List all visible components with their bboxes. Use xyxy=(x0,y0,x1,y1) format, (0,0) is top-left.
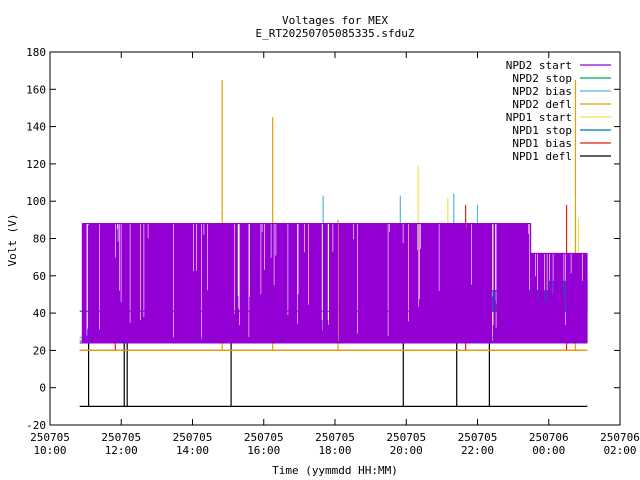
chart-title: Voltages for MEX xyxy=(282,14,388,27)
legend-label-npd1-defl: NPD1 defl xyxy=(512,150,572,163)
x-axis-label: Time (yymmdd HH:MM) xyxy=(272,464,398,477)
y-tick-label: 80 xyxy=(33,233,46,246)
legend-label-npd1-stop: NPD1 stop xyxy=(512,124,572,137)
plot-area xyxy=(79,79,588,407)
x-tick-label-date: 250705 xyxy=(458,431,498,444)
legend-label-npd2-bias: NPD2 bias xyxy=(512,85,572,98)
x-tick-label-date: 250705 xyxy=(101,431,141,444)
x-tick-label-date: 250705 xyxy=(173,431,213,444)
y-tick-label: 180 xyxy=(26,46,46,59)
y-tick-label: 20 xyxy=(33,344,46,357)
x-tick-label-time: 18:00 xyxy=(318,444,351,457)
y-tick-label: 60 xyxy=(33,270,46,283)
y-axis-label: Volt (V) xyxy=(6,214,19,267)
chart-subtitle: E_RT20250705085335.sfduZ xyxy=(256,27,415,40)
x-tick-label-time: 00:00 xyxy=(532,444,565,457)
x-tick-label-time: 20:00 xyxy=(390,444,423,457)
legend-label-npd2-defl: NPD2 defl xyxy=(512,98,572,111)
axes: -2002040608010012014016018025070510:0025… xyxy=(26,46,640,457)
y-tick-label: -20 xyxy=(26,419,46,432)
x-tick-label-date: 250705 xyxy=(30,431,70,444)
legend-label-npd1-bias: NPD1 bias xyxy=(512,137,572,150)
legend-label-npd1-start: NPD1 start xyxy=(506,111,572,124)
series-dense-band xyxy=(81,223,588,343)
x-tick-label-date: 250705 xyxy=(386,431,426,444)
legend-label-npd2-stop: NPD2 stop xyxy=(512,72,572,85)
y-tick-label: 40 xyxy=(33,307,46,320)
y-tick-label: 100 xyxy=(26,195,46,208)
x-tick-label-time: 22:00 xyxy=(461,444,494,457)
x-tick-label-date: 250705 xyxy=(244,431,284,444)
x-tick-label-date: 250705 xyxy=(315,431,355,444)
legend-label-npd2-start: NPD2 start xyxy=(506,59,572,72)
x-tick-label-date: 250706 xyxy=(529,431,569,444)
y-tick-label: 0 xyxy=(39,382,46,395)
series-npd2-start xyxy=(79,222,588,344)
y-tick-label: 160 xyxy=(26,83,46,96)
y-tick-label: 140 xyxy=(26,121,46,134)
x-tick-label-time: 14:00 xyxy=(176,444,209,457)
x-tick-label-date: 250706 xyxy=(600,431,640,444)
y-tick-label: 120 xyxy=(26,158,46,171)
x-tick-label-time: 16:00 xyxy=(247,444,280,457)
x-tick-label-time: 02:00 xyxy=(603,444,636,457)
x-tick-label-time: 10:00 xyxy=(33,444,66,457)
x-tick-label-time: 12:00 xyxy=(105,444,138,457)
